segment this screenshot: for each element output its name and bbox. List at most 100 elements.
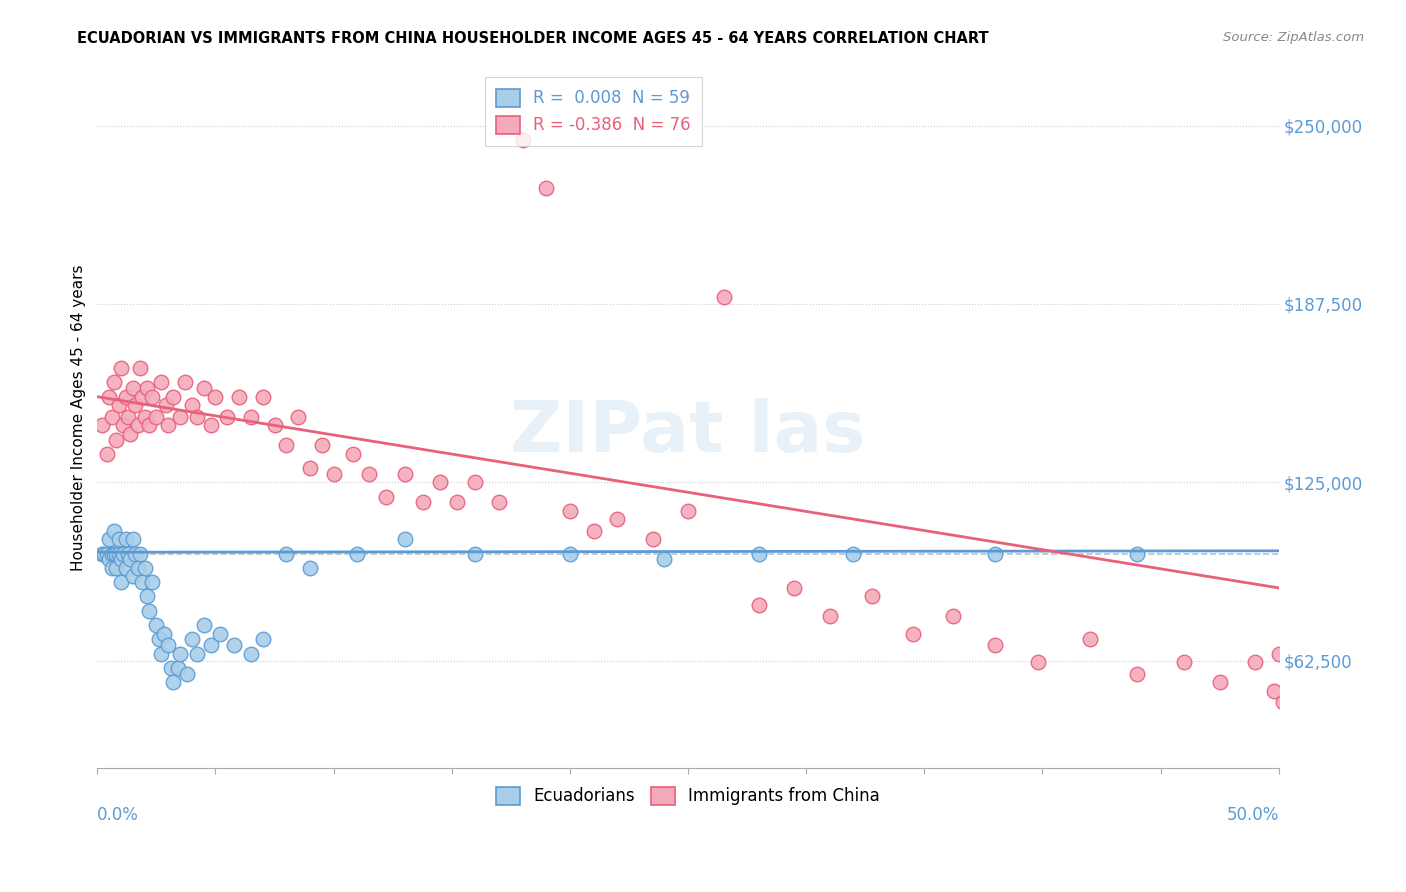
Point [105,433,128,447]
Point [287,409,309,424]
Point [131,575,153,590]
Text: 50.0%: 50.0% [1226,806,1279,824]
Point [860,590,883,604]
Text: ZIPat las: ZIPat las [510,398,866,467]
Point [105,561,128,575]
Point [984,547,1007,561]
Point [157,638,180,652]
Point [394,467,416,481]
Point [162,675,184,690]
Point [166,661,188,675]
Point [121,381,143,395]
Point [676,504,699,518]
Point [121,533,143,547]
Point [606,512,628,526]
Point [186,647,208,661]
Point [96,447,118,461]
Point [114,561,136,575]
Point [180,398,202,412]
Point [112,418,135,433]
Point [96,547,118,561]
Point [107,533,129,547]
Point [209,626,232,640]
Point [346,547,368,561]
Legend: Ecuadorians, Immigrants from China: Ecuadorians, Immigrants from China [486,777,890,815]
Point [100,409,122,424]
Point [446,495,468,509]
Point [145,618,167,632]
Point [429,475,451,490]
Point [124,398,146,412]
Point [117,547,139,561]
Point [641,533,664,547]
Point [131,390,153,404]
Point [105,547,128,561]
Point [263,418,285,433]
Point [536,181,558,195]
Point [558,504,581,518]
Point [103,524,125,538]
Point [1026,655,1049,669]
Y-axis label: Householder Income Ages 45 - 64 years: Householder Income Ages 45 - 64 years [72,265,86,572]
Point [180,632,202,647]
Point [152,626,174,640]
Point [228,390,250,404]
Point [582,524,605,538]
Point [748,547,770,561]
Point [342,447,364,461]
Point [138,418,160,433]
Point [120,552,142,566]
Point [138,604,160,618]
Point [98,552,121,566]
Point [128,361,150,376]
Point [901,626,924,640]
Point [103,547,125,561]
Point [141,575,163,590]
Point [359,467,381,481]
Point [1208,675,1230,690]
Point [818,609,841,624]
Point [98,390,121,404]
Point [169,647,191,661]
Point [252,390,274,404]
Point [204,390,226,404]
Point [276,438,298,452]
Point [276,547,298,561]
Point [103,376,125,390]
Point [112,547,135,561]
Point [311,438,333,452]
Point [100,561,122,575]
Point [200,638,222,652]
Text: ECUADORIAN VS IMMIGRANTS FROM CHINA HOUSEHOLDER INCOME AGES 45 - 64 YEARS CORREL: ECUADORIAN VS IMMIGRANTS FROM CHINA HOUS… [77,31,988,46]
Point [374,490,396,504]
Point [298,561,321,575]
Point [141,390,163,404]
Point [186,409,208,424]
Point [713,290,735,304]
Point [169,409,191,424]
Point [1126,547,1149,561]
Point [200,418,222,433]
Point [110,552,132,566]
Point [1263,683,1285,698]
Point [91,547,114,561]
Point [127,561,149,575]
Point [1268,647,1291,661]
Point [942,609,965,624]
Point [252,632,274,647]
Point [394,533,416,547]
Point [176,666,198,681]
Point [558,547,581,561]
Point [91,418,114,433]
Point [1126,666,1149,681]
Point [107,398,129,412]
Point [107,547,129,561]
Point [783,581,806,595]
Point [134,561,156,575]
Point [120,426,142,441]
Point [1272,695,1295,709]
Point [322,467,344,481]
Point [239,409,262,424]
Point [1078,632,1101,647]
Point [512,133,534,147]
